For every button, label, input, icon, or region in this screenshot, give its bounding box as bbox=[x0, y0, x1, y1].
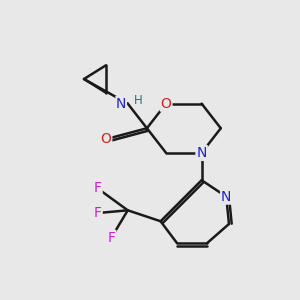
Text: H: H bbox=[134, 94, 142, 107]
Text: O: O bbox=[100, 132, 111, 146]
Text: O: O bbox=[160, 97, 172, 111]
Text: F: F bbox=[107, 231, 116, 245]
Text: N: N bbox=[196, 146, 207, 160]
Text: F: F bbox=[94, 206, 102, 220]
Text: N: N bbox=[116, 97, 126, 111]
Text: N: N bbox=[221, 190, 231, 204]
Text: F: F bbox=[94, 182, 102, 195]
